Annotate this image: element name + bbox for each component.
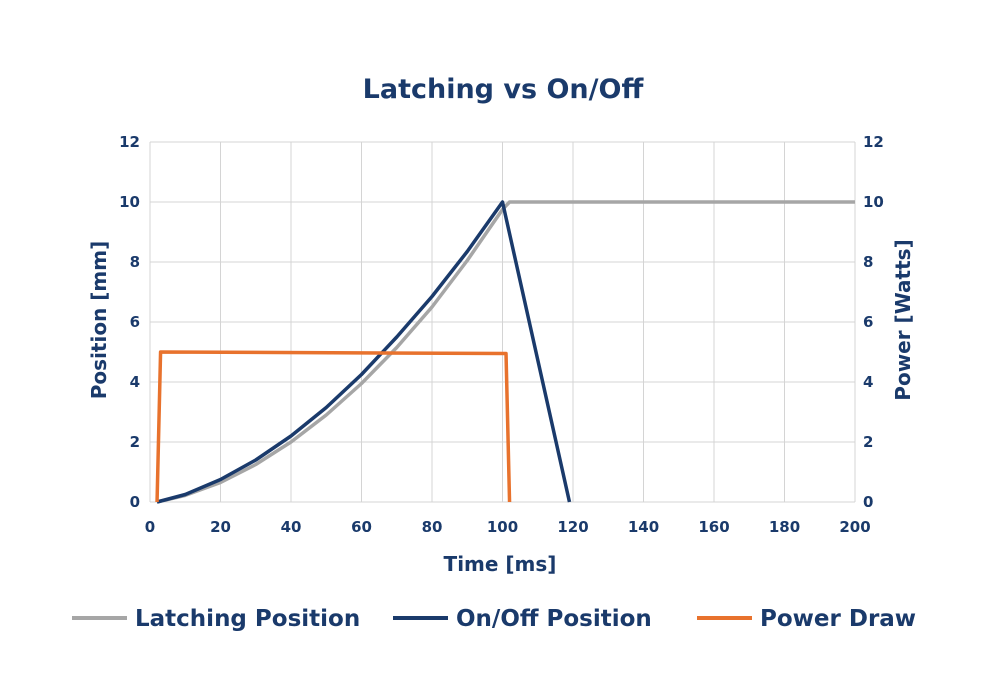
y-left-tick-label: 4 [130,373,140,391]
y-left-tick-label: 8 [130,253,140,271]
y-left-tick-label: 12 [119,133,140,151]
x-tick-label: 80 [422,518,443,536]
series-latching-position [156,200,855,504]
x-tick-label: 140 [628,518,659,536]
x-tick-label: 40 [281,518,302,536]
y-right-tick-label: 10 [863,193,884,211]
legend-label-latching-position: Latching Position [135,606,360,632]
series-power-draw [155,350,512,503]
x-tick-label: 100 [487,518,518,536]
y-right-tick-label: 0 [863,493,873,511]
x-tick-label: 180 [769,518,800,536]
x-axis-title: Time [ms] [444,552,557,576]
legend: Latching Position On/Off Position Power … [72,606,916,632]
y-right-tick-label: 4 [863,373,873,391]
y-axis-right-title: Power [Watts] [891,239,915,400]
series-onoff-position [156,200,572,504]
tick-labels: 0 20 40 60 80 100 120 140 160 180 2000246810120246… [119,133,884,536]
x-tick-label: 20 [210,518,231,536]
y-right-tick-label: 12 [863,133,884,151]
y-left-tick-label: 2 [130,433,140,451]
y-left-tick-label: 0 [130,493,140,511]
grid [149,141,856,503]
series-lines [155,200,855,504]
x-tick-label: 0 [145,518,155,536]
y-right-tick-label: 8 [863,253,873,271]
x-tick-label: 60 [351,518,372,536]
legend-label-power-draw: Power Draw [760,606,916,632]
chart-title: Latching vs On/Off [363,74,645,105]
legend-label-onoff-position: On/Off Position [456,606,652,632]
x-tick-label: 200 [839,518,870,536]
x-tick-label: 120 [557,518,588,536]
y-right-tick-label: 2 [863,433,873,451]
y-axis-left-title: Position [mm] [87,241,111,399]
y-left-tick-label: 10 [119,193,140,211]
x-tick-label: 160 [698,518,729,536]
y-left-tick-label: 6 [130,313,140,331]
y-right-tick-label: 6 [863,313,873,331]
